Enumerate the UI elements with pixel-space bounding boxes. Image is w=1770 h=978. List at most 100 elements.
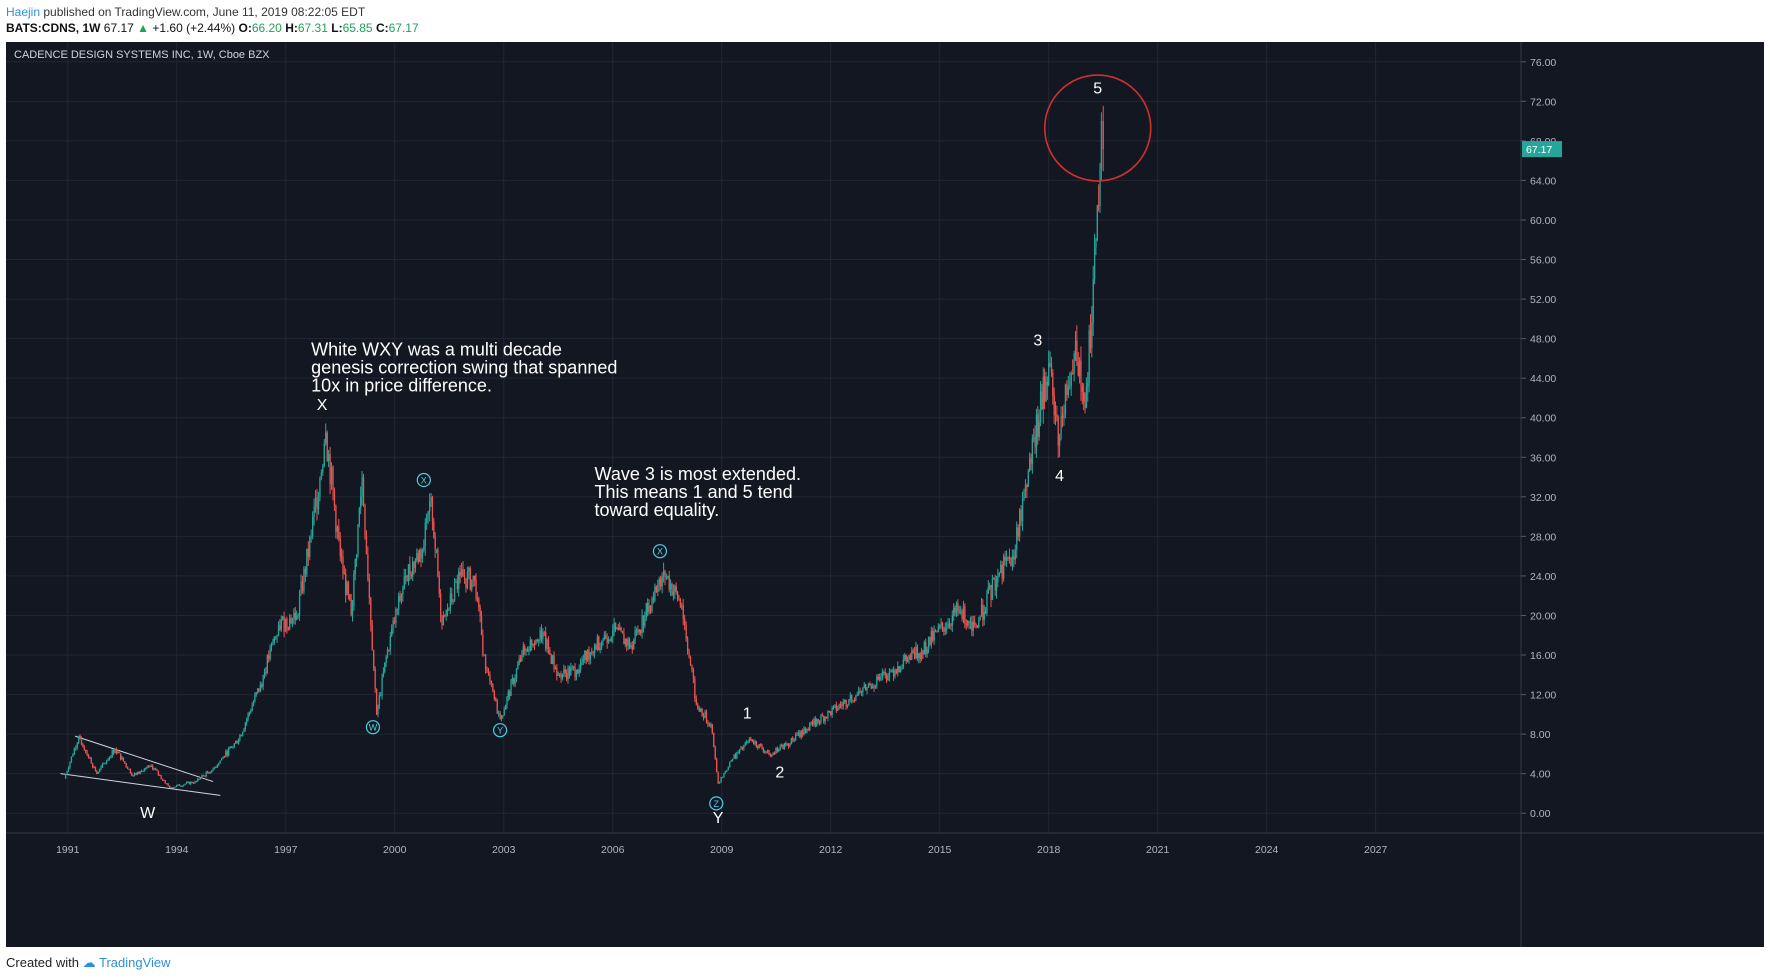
candle-body (177, 784, 179, 786)
candle-body (111, 750, 113, 758)
candle-body (342, 557, 344, 574)
candle-body (388, 650, 390, 652)
candle-body (613, 622, 615, 631)
candle-body (1076, 340, 1078, 364)
candle-body (743, 746, 745, 749)
x-tick-label: 2012 (819, 844, 843, 856)
candle-body (827, 710, 829, 719)
candle-body (1011, 556, 1014, 567)
candle-body (420, 549, 422, 559)
candle-body (1077, 363, 1079, 376)
candle-body (895, 669, 898, 674)
high-value: 67.31 (297, 21, 328, 35)
candle-body (698, 707, 700, 712)
candle-body (672, 591, 675, 596)
candle-body (582, 659, 585, 662)
candle-body (1070, 372, 1072, 387)
x-tick-label: 1991 (56, 844, 80, 856)
candle-body (142, 770, 144, 772)
candle-body (658, 578, 660, 586)
candle-body (201, 775, 203, 778)
candle-body (153, 768, 155, 770)
candle-body (708, 724, 711, 727)
candle-body (634, 630, 636, 641)
candle-body (654, 586, 656, 601)
price-chart[interactable]: W X Y 1 2 3 4 5 W X Y X Z White WXY was a multi deca… (6, 42, 1764, 947)
last-price-tag (1522, 141, 1562, 158)
candle-body (174, 786, 176, 788)
candle-body (887, 677, 889, 681)
candle-body (867, 683, 870, 688)
candle-body (510, 681, 512, 696)
candle-body (624, 639, 627, 645)
chart-panel[interactable]: W X Y 1 2 3 4 5 W X Y X Z White WXY was a multi deca… (6, 42, 1764, 947)
candle-body (752, 741, 755, 744)
candle-body (493, 691, 495, 699)
candle-body (872, 686, 874, 689)
candle-body (1029, 458, 1031, 472)
candle-body (293, 612, 295, 618)
last-price-label: 67.17 (1526, 144, 1552, 156)
candle-body (87, 755, 90, 758)
candle-body (823, 716, 825, 722)
candle-body (828, 710, 831, 712)
candle-body (730, 760, 732, 762)
candle-body (119, 753, 122, 760)
candle-body (243, 728, 245, 732)
candle-body (834, 704, 836, 706)
candle-body (649, 605, 652, 612)
candle-body (93, 767, 95, 769)
candle-body (132, 775, 134, 777)
candle-body (419, 549, 421, 562)
candle-body (567, 667, 569, 680)
candle-body (330, 466, 333, 485)
candle-body (775, 747, 777, 754)
candle-body (252, 701, 255, 706)
candle-body (472, 575, 474, 580)
candle-body (395, 609, 397, 624)
candle-body (665, 576, 668, 578)
candle-body (66, 771, 68, 775)
candle-body (602, 639, 604, 642)
candle-body (360, 496, 362, 509)
candle-body (888, 672, 891, 678)
tradingview-link[interactable]: TradingView (99, 955, 171, 970)
candle-body (463, 576, 466, 579)
high-label: H: (285, 21, 298, 35)
open-label: O: (238, 21, 252, 35)
candle-body (845, 700, 847, 707)
candle-body (574, 667, 576, 678)
circled-wave-marker (493, 723, 508, 738)
candle-body (199, 777, 202, 780)
candle-body (255, 692, 257, 696)
candle-body (444, 615, 446, 617)
candle-body (416, 553, 418, 561)
candle-body (651, 598, 653, 612)
candle-body (754, 741, 756, 744)
candle-body (554, 667, 557, 669)
candle-body (540, 630, 543, 640)
candle-body (922, 650, 924, 655)
candle-body (759, 744, 762, 746)
candle-body (778, 749, 780, 752)
candle-body (240, 735, 242, 737)
candle-body (821, 715, 824, 717)
candle-body (596, 636, 599, 650)
candle-body (399, 595, 401, 601)
candle-body (320, 472, 323, 479)
candle-body (391, 628, 393, 637)
candle-body (686, 638, 689, 652)
wave-label: 4 (1055, 468, 1064, 485)
candle-body (168, 785, 171, 788)
candle-body (748, 738, 751, 742)
candle-body (628, 639, 631, 648)
candle-body (246, 719, 248, 723)
candle-body (446, 610, 449, 612)
candle-body (380, 695, 382, 697)
candle-body (309, 537, 311, 558)
ohlc-info: BATS:CDNS, 1W 67.17 ▲ +1.60 (+2.44%) O:6… (6, 21, 419, 35)
candle-body (600, 641, 603, 649)
author-link[interactable]: Haejin (6, 5, 41, 19)
candle-body (581, 661, 583, 663)
